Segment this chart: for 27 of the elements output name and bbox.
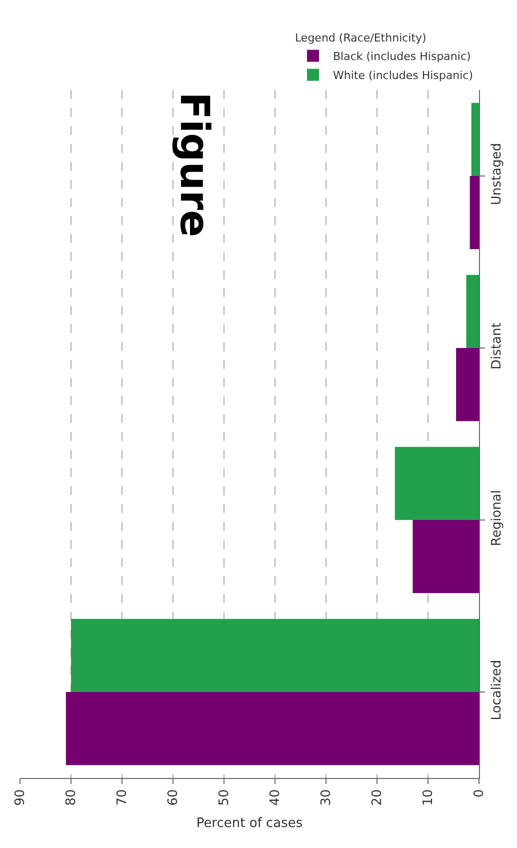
x-tick-label: 10 [421,789,436,806]
y-tick-label: Distant [490,322,505,370]
x-tick-label: 40 [268,789,284,806]
x-tick-label: 0 [472,789,488,798]
x-tick-label: 30 [319,789,334,806]
x-tick-label: 50 [217,789,232,806]
legend-label: Black (includes Hispanic) [333,50,471,64]
x-tick-label: 70 [115,789,130,806]
x-axis-title: Percent of cases [196,816,303,831]
bar [412,520,479,594]
bar [66,692,479,766]
y-tick-label: Unstaged [490,143,505,206]
legend-label: White (includes Hispanic) [333,69,474,82]
bar [470,176,479,250]
x-tick-label: 60 [166,789,182,806]
legend-title: Legend (Race/Ethnicity) [295,31,426,44]
y-tick-label: Regional [490,490,505,546]
bar [71,618,479,692]
x-tick-label: 80 [64,789,80,806]
x-tick-label: 90 [13,789,28,806]
bar [394,446,479,520]
text: Figure [170,92,217,238]
bar [471,102,479,176]
bar [456,348,479,422]
x-tick-label: 20 [370,789,386,806]
y-tick-label: Localized [490,660,505,720]
bar [466,274,479,348]
